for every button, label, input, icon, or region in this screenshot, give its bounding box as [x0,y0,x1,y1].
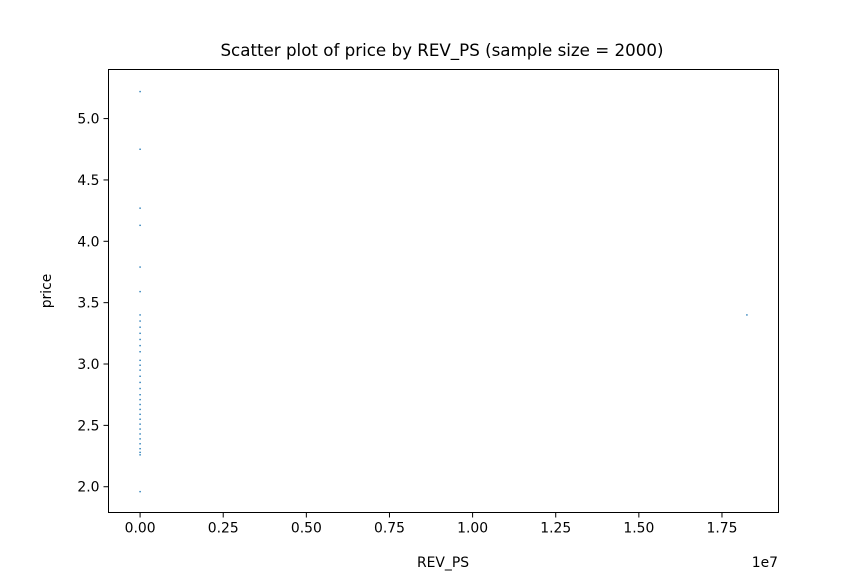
x-tick-label: 0.75 [374,521,405,537]
y-tick-label: 3.0 [77,357,99,373]
scatter-point [139,224,141,227]
scatter-point [139,320,141,322]
y-axis-label: price [39,274,55,309]
scatter-point [139,428,141,430]
scatter-point [746,314,748,316]
scatter-point [139,326,141,328]
scatter-point [139,290,141,293]
scatter-point [139,398,141,401]
scatter-point [139,364,141,366]
y-tick-label: 3.5 [77,296,99,312]
x-tick-label: 0.25 [208,521,239,537]
scatter-point [139,403,141,406]
scatter-point [139,443,141,445]
x-tick-label: 0.00 [125,521,156,537]
scatter-point [139,381,141,384]
scatter-point [139,90,141,93]
scatter-point [139,369,141,371]
scatter-point [139,393,141,396]
scatter-point [139,433,141,435]
chart-title: Scatter plot of price by REV_PS (sample … [220,40,663,61]
x-axis-label: REV_PS [417,555,469,571]
x-axis-offset-label: 1e7 [752,555,778,571]
scatter-point [139,314,141,316]
scatter-point [139,454,141,456]
y-tick-label: 2.5 [77,418,99,434]
y-tick-label: 2.0 [77,480,99,496]
x-tick-label: 0.50 [291,521,322,537]
scatter-point [139,447,141,450]
x-tick-label: 1.00 [457,521,488,537]
scatter-point [139,408,141,411]
data-points [139,90,748,493]
scatter-point [139,490,141,493]
x-tick-label: 1.25 [540,521,571,537]
x-tick-label: 1.50 [623,521,654,537]
scatter-point [139,423,141,425]
scatter-point [139,387,141,390]
scatter-point [139,344,141,347]
y-tick-label: 4.5 [77,173,99,189]
scatter-point [139,438,141,440]
y-tick-label: 5.0 [77,112,99,128]
scatter-point [139,451,141,454]
scatter-point [139,338,141,341]
scatter-point [139,148,141,150]
scatter-point [139,351,141,353]
scatter-point [139,413,141,416]
x-tick-label: 1.75 [707,521,738,537]
scatter-point [139,332,141,335]
scatter-point [139,375,141,377]
plot-area [108,69,779,513]
x-axis: 0.00 0.25 0.50 0.75 1.00 1.25 1.50 1.75 [125,512,738,537]
y-tick-label: 4.0 [77,234,99,250]
y-axis: 2.0 2.5 3.0 3.5 4.0 4.5 5.0 [77,112,109,496]
scatter-point [139,207,141,209]
scatter-point [139,418,141,420]
scatter-point [139,266,141,268]
scatter-point [139,359,141,362]
